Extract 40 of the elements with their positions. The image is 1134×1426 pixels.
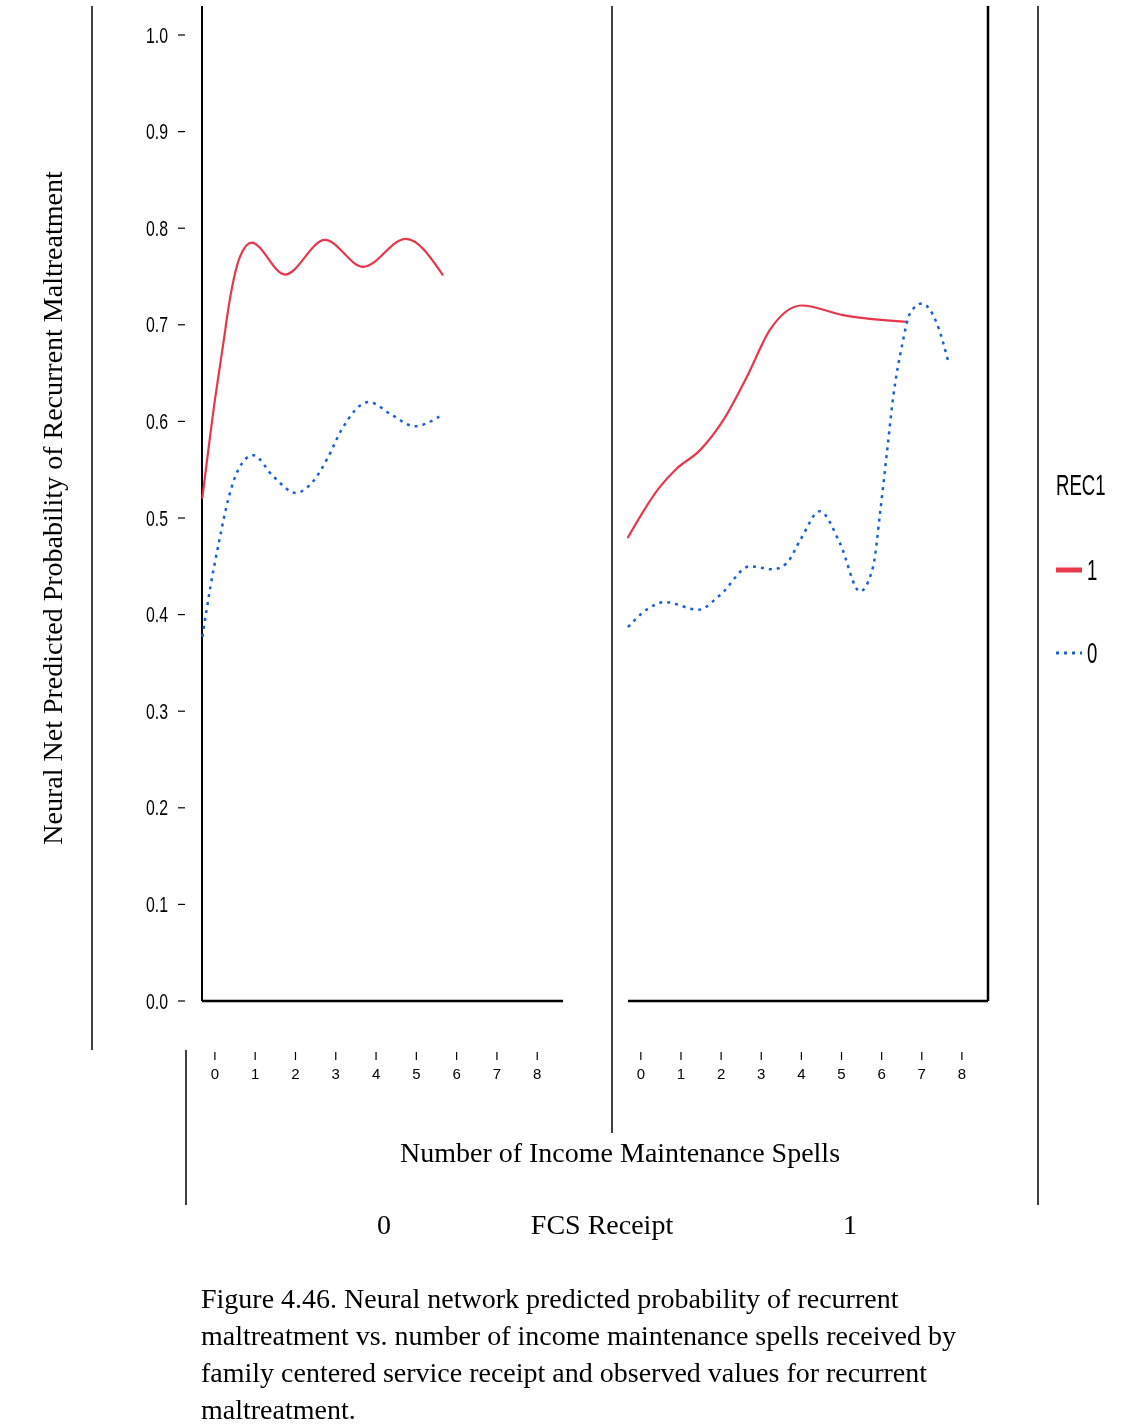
legend-label: 0 xyxy=(1087,635,1098,670)
x-tick-label: 3 xyxy=(757,1065,766,1082)
y-tick-label: 0.5 xyxy=(145,506,168,531)
y-tick-label: 0.7 xyxy=(145,312,168,338)
text: FCS Receipt xyxy=(530,1209,674,1240)
x-tick-label: 5 xyxy=(412,1065,421,1082)
y-tick-label: 0.3 xyxy=(145,699,168,724)
y-tick-label: 0.2 xyxy=(145,795,168,821)
legend-label: 1 xyxy=(1087,552,1098,587)
x-tick-label: 8 xyxy=(533,1065,542,1082)
text: 1 xyxy=(843,1209,857,1240)
x-tick-label: 5 xyxy=(837,1065,846,1082)
x-tick-label: 1 xyxy=(251,1065,260,1082)
x-axis-title: Number of Income Maintenance Spells xyxy=(399,1137,841,1168)
line-series xyxy=(201,237,444,499)
x-tick-label: 2 xyxy=(291,1065,300,1082)
x-tick-label: 1 xyxy=(676,1065,686,1082)
y-tick-label: 0.9 xyxy=(145,119,168,144)
text: 0 xyxy=(377,1209,391,1240)
x-tick-label: 4 xyxy=(371,1065,381,1082)
y-tick-label: 0.1 xyxy=(145,892,168,917)
x-tick-label: 7 xyxy=(917,1065,926,1082)
legend-title: REC1 xyxy=(1056,467,1106,502)
x-tick-label: 0 xyxy=(636,1065,646,1082)
y-tick-label: 0.8 xyxy=(145,216,168,241)
x-tick-label: 8 xyxy=(957,1065,967,1082)
x-tick-label: 7 xyxy=(492,1065,502,1082)
line-series xyxy=(201,400,441,639)
y-axis-title: Neural Net Predicted Probability of Recurrent Maltreatment xyxy=(37,171,68,845)
x-tick-label: 6 xyxy=(452,1065,461,1082)
x-tick-label: 4 xyxy=(797,1065,806,1082)
caption: Figure 4.46. Neural network predicted probability of recurrent maltreatment vs. number of income maintenance spells received by family centered service receipt and observed values for recurrent maltreatment. xyxy=(201,1283,956,1425)
y-tick-label: 0.0 xyxy=(145,989,168,1014)
y-tick-label: 1.0 xyxy=(145,23,168,48)
y-tick-label: 0.6 xyxy=(145,409,168,434)
x-tick-label: 6 xyxy=(877,1065,886,1082)
y-tick-label: 0.4 xyxy=(145,602,169,627)
x-tick-label: 3 xyxy=(331,1065,340,1082)
x-tick-label: 2 xyxy=(716,1065,726,1082)
x-tick-label: 0 xyxy=(210,1065,220,1082)
